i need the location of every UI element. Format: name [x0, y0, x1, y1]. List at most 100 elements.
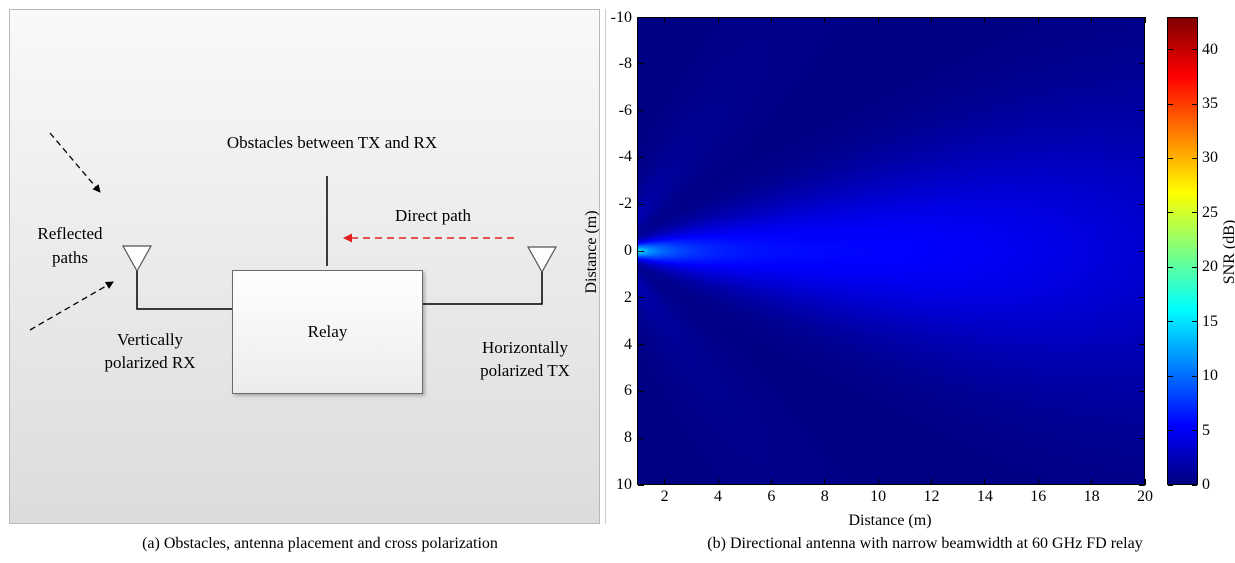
y-tick-mark [638, 484, 644, 486]
x-tick-mark-top [770, 17, 772, 23]
x-tick-label: 14 [976, 488, 993, 505]
direct-path-label: Direct path [395, 206, 471, 225]
y-tick-mark [638, 63, 644, 65]
x-tick-mark [717, 479, 719, 485]
y-tick-mark-right [1139, 437, 1145, 439]
y-tick-label: -6 [618, 101, 632, 119]
colorbar-tick-label: 25 [1202, 203, 1218, 221]
y-tick-label: 0 [624, 242, 632, 259]
colorbar-tick-mark-right [1192, 103, 1197, 105]
x-tick-label: 12 [923, 488, 940, 505]
x-tick-mark [1037, 479, 1039, 485]
y-tick-mark-right [1139, 344, 1145, 346]
caption-a: (a) Obstacles, antenna placement and cro… [142, 535, 498, 552]
colorbar-tick-label: 10 [1202, 367, 1218, 385]
x-tick-label: 10 [870, 488, 887, 505]
colorbar-tick-mark [1168, 375, 1173, 377]
x-tick-label: 4 [714, 488, 723, 505]
x-tick-mark-top [824, 17, 826, 23]
x-tick-label: 18 [1083, 488, 1100, 505]
diagram-panel [9, 9, 600, 524]
x-tick-mark [1144, 479, 1146, 485]
x-tick-mark [664, 479, 666, 485]
y-tick-mark [638, 110, 644, 112]
x-tick-label: 2 [660, 488, 669, 505]
caption-b: (b) Directional antenna with narrow beam… [707, 535, 1143, 552]
snr-heatmap [638, 17, 1145, 485]
colorbar-tick-label: 30 [1202, 149, 1218, 167]
obstacles-label: Obstacles between TX and RX [226, 133, 438, 152]
colorbar-label: SNR (dB) [1221, 219, 1235, 285]
y-tick-label: 10 [616, 476, 632, 493]
colorbar-tick-mark-right [1192, 430, 1197, 432]
x-tick-mark-top [877, 17, 879, 23]
colorbar-tick-mark-right [1192, 321, 1197, 323]
y-tick-label: 2 [624, 288, 632, 306]
x-tick-mark [770, 479, 772, 485]
reflected-label-line2: paths [52, 248, 88, 267]
x-tick-mark [877, 479, 879, 485]
y-tick-mark [638, 156, 644, 158]
colorbar-tick-mark [1168, 49, 1173, 51]
colorbar-tick-mark-right [1192, 375, 1197, 377]
colorbar-tick-label: 0 [1202, 476, 1210, 493]
x-tick-label: 6 [767, 488, 776, 505]
y-tick-mark [638, 16, 644, 18]
y-tick-label: -8 [618, 54, 632, 72]
reflected-label-line1: Reflected [37, 224, 103, 243]
y-tick-mark-right [1139, 16, 1145, 18]
x-tick-mark [1091, 479, 1093, 485]
colorbar-tick-mark [1168, 266, 1173, 268]
x-tick-mark [824, 479, 826, 485]
colorbar-tick-label: 35 [1202, 95, 1218, 113]
x-tick-mark [931, 479, 933, 485]
colorbar-tick-mark [1168, 321, 1173, 323]
colorbar-tick-mark [1168, 212, 1173, 214]
x-tick-mark-top [931, 17, 933, 23]
x-tick-mark-top [1144, 17, 1146, 23]
y-tick-label: -2 [618, 195, 632, 213]
colorbar-tick-mark-right [1192, 49, 1197, 51]
y-tick-mark-right [1139, 156, 1145, 158]
panel-divider [605, 9, 606, 524]
x-tick-mark-top [717, 17, 719, 23]
x-tick-mark-top [1037, 17, 1039, 23]
y-tick-mark [638, 250, 644, 252]
y-tick-label: -10 [610, 9, 632, 26]
colorbar-tick-mark [1168, 484, 1173, 486]
relay-box [232, 270, 423, 394]
colorbar-tick-mark-right [1192, 484, 1197, 486]
colorbar-tick-label: 20 [1202, 258, 1218, 276]
y-tick-label: 6 [624, 382, 632, 400]
x-tick-label: 16 [1030, 488, 1047, 505]
y-tick-mark [638, 390, 644, 392]
relay-label: Relay [307, 322, 348, 341]
y-tick-mark [638, 203, 644, 205]
snr-colorbar [1168, 17, 1198, 485]
x-tick-mark-top [984, 17, 986, 23]
x-axis-label: Distance (m) [848, 512, 932, 529]
rx-label-line2: polarized RX [104, 353, 196, 372]
colorbar-tick-label: 5 [1202, 421, 1210, 439]
y-tick-label: 8 [624, 429, 632, 447]
y-tick-mark-right [1139, 250, 1145, 252]
y-tick-mark-right [1139, 203, 1145, 205]
x-tick-mark-top [1091, 17, 1093, 23]
y-axis-label: Distance (m) [583, 210, 600, 294]
x-tick-mark [984, 479, 986, 485]
y-tick-mark [638, 437, 644, 439]
rx-label-line1: Vertically [116, 330, 184, 349]
x-tick-label: 20 [1137, 488, 1153, 505]
y-tick-mark-right [1139, 110, 1145, 112]
colorbar-tick-label: 40 [1202, 40, 1218, 58]
colorbar-tick-mark-right [1192, 157, 1197, 159]
y-tick-mark [638, 297, 644, 299]
colorbar-tick-mark [1168, 157, 1173, 159]
colorbar-tick-label: 15 [1202, 312, 1218, 330]
x-tick-mark-top [664, 17, 666, 23]
y-tick-mark-right [1139, 484, 1145, 486]
colorbar-tick-mark [1168, 430, 1173, 432]
tx-label-line1: Horizontally [482, 338, 568, 357]
y-tick-label: 4 [624, 335, 632, 353]
colorbar-tick-mark-right [1192, 212, 1197, 214]
